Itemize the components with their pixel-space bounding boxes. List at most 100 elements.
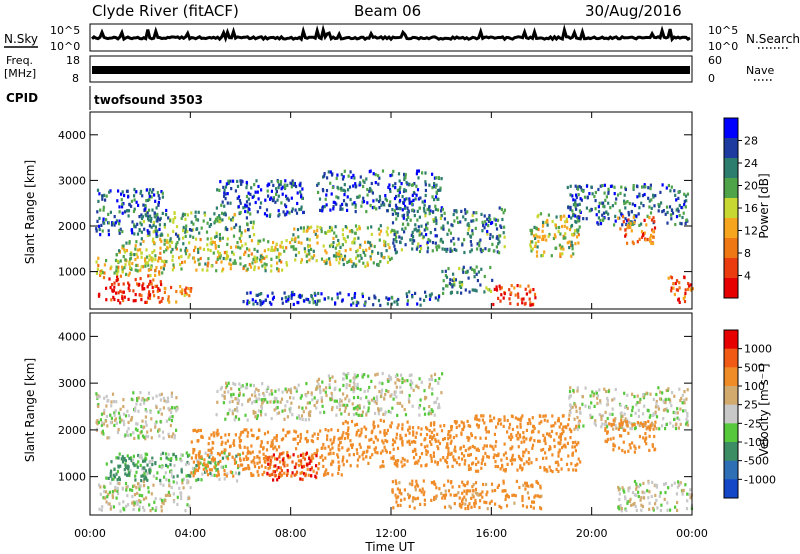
heatmap-cell	[603, 422, 606, 426]
heatmap-cell	[221, 394, 224, 398]
heatmap-cell	[279, 471, 282, 475]
heatmap-cell	[408, 201, 411, 205]
heatmap-cell	[142, 474, 145, 478]
heatmap-cell	[487, 430, 490, 434]
heatmap-cell	[547, 213, 550, 217]
heatmap-cell	[659, 390, 662, 394]
heatmap-cell	[415, 452, 418, 456]
heatmap-cell	[386, 226, 389, 230]
heatmap-cell	[595, 391, 598, 395]
heatmap-cell	[269, 462, 272, 466]
heatmap-cell	[369, 455, 372, 459]
heatmap-cell	[486, 507, 489, 511]
heatmap-cell	[550, 424, 553, 428]
heatmap-cell	[455, 210, 458, 214]
heatmap-cell	[247, 449, 250, 453]
heatmap-cell	[541, 253, 544, 258]
heatmap-cell	[136, 422, 139, 426]
heatmap-cell	[218, 233, 221, 237]
heatmap-cell	[238, 387, 241, 391]
heatmap-cell	[471, 288, 474, 292]
heatmap-cell	[105, 259, 108, 263]
heatmap-cell	[401, 464, 404, 468]
heatmap-cell	[396, 464, 399, 468]
heatmap-cell	[654, 502, 657, 506]
heatmap-cell	[107, 492, 110, 497]
heatmap-cell	[146, 285, 149, 289]
heatmap-cell	[582, 189, 585, 193]
heatmap-cell	[317, 382, 320, 387]
heatmap-cell	[144, 264, 147, 268]
heatmap-cell	[227, 411, 230, 416]
heatmap-cell	[401, 214, 404, 218]
heatmap-cell	[162, 406, 165, 410]
heatmap-cell	[314, 232, 317, 236]
heatmap-cell	[335, 234, 338, 238]
y-tick-label: 2000	[58, 424, 86, 437]
heatmap-cell	[253, 456, 256, 460]
heatmap-cell	[209, 471, 212, 475]
heatmap-cell	[353, 241, 356, 245]
heatmap-cell	[223, 468, 226, 473]
heatmap-cell	[467, 464, 470, 468]
heatmap-cell	[508, 288, 511, 292]
heatmap-cell	[648, 239, 652, 243]
heatmap-cell	[429, 423, 432, 427]
heatmap-cell	[133, 187, 136, 192]
heatmap-cell	[161, 211, 164, 215]
heatmap-cell	[379, 198, 382, 202]
heatmap-cell	[464, 218, 467, 222]
heatmap-cell	[402, 201, 405, 205]
heatmap-cell	[626, 224, 629, 228]
heatmap-cell	[291, 237, 294, 241]
heatmap-cell	[222, 267, 225, 271]
heatmap-cell	[378, 199, 381, 204]
heatmap-cell	[283, 464, 286, 468]
heatmap-cell	[472, 483, 475, 487]
heatmap-cell	[153, 249, 156, 253]
heatmap-cell	[525, 483, 528, 487]
heatmap-cell	[275, 242, 278, 246]
heatmap-cell	[266, 456, 269, 460]
heatmap-cell	[147, 296, 150, 300]
heatmap-cell	[472, 219, 475, 223]
heatmap-cell	[237, 464, 240, 468]
heatmap-cell	[238, 382, 241, 386]
heatmap-cell	[290, 474, 293, 478]
heatmap-cell	[144, 452, 147, 456]
heatmap-cell	[290, 401, 293, 405]
heatmap-cell	[338, 261, 341, 265]
heatmap-cell	[155, 232, 158, 236]
colorbar-segment	[724, 348, 738, 368]
heatmap-cell	[447, 267, 450, 271]
heatmap-cell	[608, 412, 611, 416]
heatmap-cell	[382, 419, 385, 423]
heatmap-cell	[531, 484, 534, 489]
heatmap-cell	[182, 229, 185, 233]
heatmap-cell	[349, 197, 352, 202]
heatmap-cell	[468, 453, 471, 457]
heatmap-cell	[313, 452, 316, 456]
heatmap-cell	[437, 406, 440, 410]
heatmap-cell	[144, 300, 147, 304]
heatmap-cell	[181, 478, 184, 482]
heatmap-cell	[604, 198, 607, 202]
heatmap-cell	[525, 428, 528, 432]
heatmap-cell	[627, 213, 631, 217]
heatmap-cell	[246, 267, 249, 271]
x-tick-label: 16:00	[475, 527, 507, 540]
heatmap-cell	[474, 226, 477, 230]
heatmap-cell	[497, 418, 500, 422]
heatmap-cell	[415, 479, 418, 483]
heatmap-cell	[132, 209, 136, 213]
heatmap-cell	[443, 505, 447, 509]
heatmap-cell	[569, 244, 573, 248]
heatmap-cell	[495, 285, 498, 289]
heatmap-cell	[395, 232, 398, 236]
heatmap-cell	[636, 195, 639, 199]
heatmap-cell	[510, 446, 513, 451]
heatmap-cell	[529, 228, 532, 232]
heatmap-cell	[525, 448, 528, 452]
heatmap-cell	[167, 457, 170, 461]
heatmap-cell	[621, 223, 624, 227]
